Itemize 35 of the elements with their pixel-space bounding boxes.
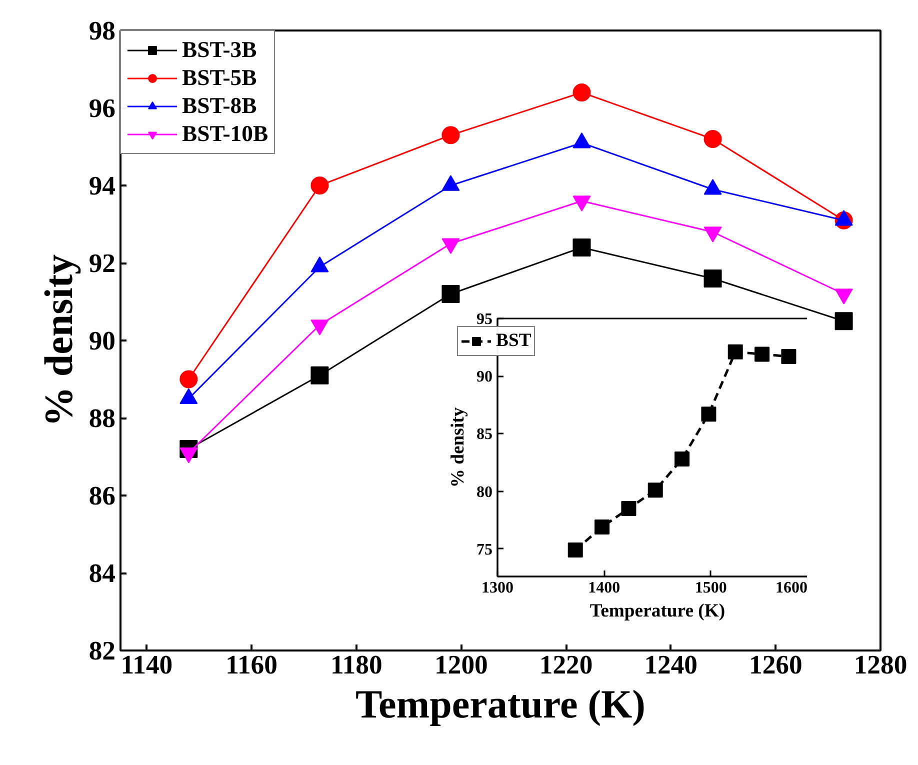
- y-tick-label: 84: [88, 558, 116, 588]
- x-tick-label: 1200: [434, 650, 488, 680]
- legend-label: BST-10B: [182, 121, 268, 147]
- y-tick-label: 86: [88, 480, 116, 510]
- legend-label: BST-5B: [182, 65, 257, 91]
- x-tick-label: 1500: [694, 580, 727, 596]
- y-tick-label: 98: [88, 16, 116, 46]
- x-tick-label: 1600: [776, 580, 808, 596]
- legend-label: BST: [496, 330, 532, 352]
- x-tick-label: 1400: [588, 580, 620, 596]
- y-tick-label: 82: [88, 636, 116, 666]
- x-tick-label: 1180: [330, 650, 382, 680]
- x-tick-label: 1280: [854, 650, 908, 680]
- y-axis-title: % density: [448, 406, 468, 488]
- y-tick-label: 85: [476, 426, 492, 444]
- x-tick-label: 1240: [644, 650, 698, 680]
- y-tick-label: 95: [476, 311, 492, 328]
- x-tick-label: 1260: [749, 650, 802, 680]
- y-tick-label: 80: [476, 484, 492, 501]
- y-tick-label: 90: [88, 326, 116, 356]
- y-tick-label: 92: [88, 248, 116, 278]
- x-axis-title: Temperature (K): [356, 682, 646, 726]
- x-tick-label: 1140: [120, 650, 173, 680]
- legend-label: BST-8B: [182, 93, 257, 119]
- y-tick-label: 88: [88, 403, 116, 433]
- x-axis-title: Temperature (K): [590, 600, 726, 622]
- legend-label: BST-3B: [182, 37, 257, 63]
- y-tick-label: 90: [476, 368, 492, 386]
- y-tick-label: 75: [476, 541, 492, 558]
- y-tick-label: 96: [88, 93, 116, 123]
- x-tick-label: 1220: [539, 650, 593, 680]
- x-tick-label: 1160: [226, 650, 278, 680]
- y-axis-title: % density: [36, 254, 81, 427]
- y-tick-label: 94: [88, 170, 116, 200]
- x-tick-label: 1300: [482, 580, 514, 596]
